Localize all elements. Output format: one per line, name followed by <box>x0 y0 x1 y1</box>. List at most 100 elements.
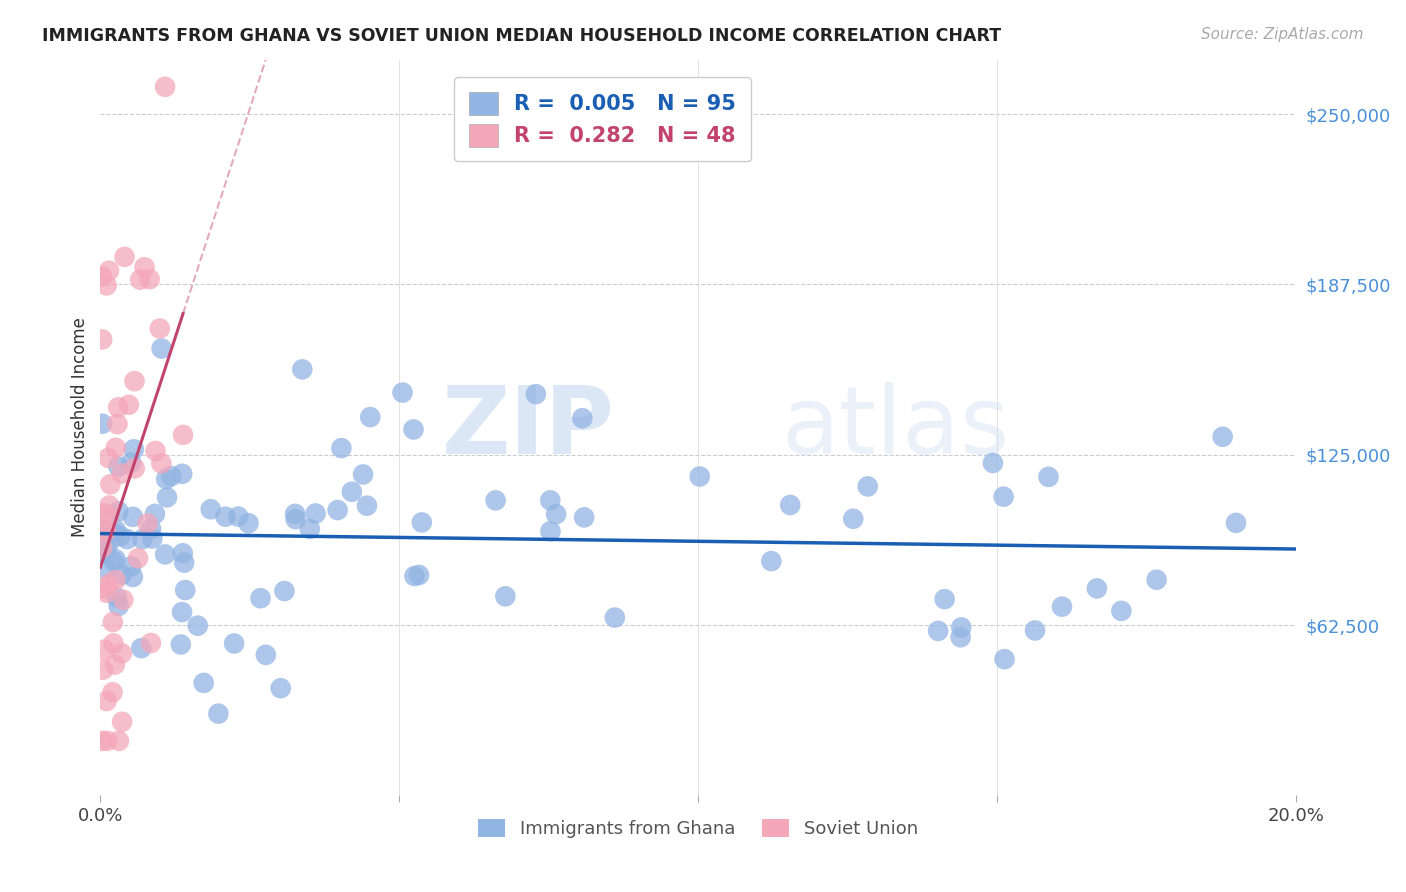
Point <box>291 362 314 376</box>
Point <box>391 385 413 400</box>
Point <box>91 333 114 347</box>
Point <box>124 461 146 475</box>
Point <box>91 734 114 748</box>
Point <box>122 442 145 457</box>
Point <box>150 456 173 470</box>
Point <box>934 592 956 607</box>
Point <box>96 694 118 708</box>
Point <box>356 499 378 513</box>
Point <box>105 591 128 605</box>
Point <box>141 532 163 546</box>
Point <box>93 506 115 520</box>
Point <box>115 532 138 546</box>
Point <box>226 509 249 524</box>
Point <box>761 554 783 568</box>
Point <box>540 524 562 539</box>
Point <box>200 502 222 516</box>
Point <box>484 493 506 508</box>
Point <box>538 493 561 508</box>
Point <box>138 272 160 286</box>
Point <box>207 706 229 721</box>
Point <box>96 585 118 599</box>
Point <box>174 583 197 598</box>
Point <box>172 546 194 560</box>
Point <box>93 582 115 596</box>
Point <box>273 584 295 599</box>
Point <box>103 636 125 650</box>
Point <box>108 734 131 748</box>
Point <box>284 512 307 526</box>
Point <box>143 507 166 521</box>
Point <box>94 523 117 537</box>
Point <box>98 264 121 278</box>
Point <box>104 552 127 566</box>
Point <box>155 472 177 486</box>
Point <box>101 685 124 699</box>
Text: Source: ZipAtlas.com: Source: ZipAtlas.com <box>1201 27 1364 42</box>
Point <box>104 657 127 672</box>
Point <box>107 599 129 613</box>
Point <box>91 663 114 677</box>
Point <box>149 321 172 335</box>
Point <box>110 529 132 543</box>
Point <box>950 620 973 634</box>
Point <box>107 459 129 474</box>
Point <box>114 250 136 264</box>
Point <box>98 535 121 549</box>
Point <box>842 512 865 526</box>
Point <box>91 541 114 555</box>
Point <box>104 573 127 587</box>
Point <box>402 422 425 436</box>
Point <box>1085 582 1108 596</box>
Point <box>1111 604 1133 618</box>
Point <box>1225 516 1247 530</box>
Point <box>101 524 124 539</box>
Point <box>120 559 142 574</box>
Point <box>603 610 626 624</box>
Point <box>326 503 349 517</box>
Point <box>1212 430 1234 444</box>
Point <box>107 401 129 415</box>
Point <box>93 561 115 575</box>
Point <box>352 467 374 482</box>
Point <box>118 398 141 412</box>
Point <box>96 734 118 748</box>
Point <box>93 544 115 558</box>
Point <box>134 260 156 275</box>
Point <box>214 509 236 524</box>
Point <box>170 605 193 619</box>
Point <box>104 523 127 537</box>
Point <box>122 570 145 584</box>
Point <box>127 551 149 566</box>
Point <box>111 567 134 582</box>
Point <box>150 342 173 356</box>
Point <box>96 541 118 556</box>
Point <box>993 490 1015 504</box>
Point <box>124 374 146 388</box>
Point <box>546 507 568 521</box>
Point <box>170 638 193 652</box>
Point <box>927 624 949 638</box>
Point <box>129 641 152 656</box>
Point <box>284 507 307 521</box>
Point <box>1038 470 1060 484</box>
Point <box>111 646 134 660</box>
Point <box>120 456 142 470</box>
Point <box>1050 599 1073 614</box>
Point <box>112 592 135 607</box>
Point <box>494 589 516 603</box>
Point <box>404 569 426 583</box>
Point <box>145 444 167 458</box>
Point <box>139 636 162 650</box>
Point <box>173 556 195 570</box>
Point <box>572 510 595 524</box>
Point <box>949 630 972 644</box>
Point <box>1146 573 1168 587</box>
Point <box>160 469 183 483</box>
Point <box>330 441 353 455</box>
Point <box>298 522 321 536</box>
Point <box>111 714 134 729</box>
Point <box>993 652 1015 666</box>
Text: IMMIGRANTS FROM GHANA VS SOVIET UNION MEDIAN HOUSEHOLD INCOME CORRELATION CHART: IMMIGRANTS FROM GHANA VS SOVIET UNION ME… <box>42 27 1001 45</box>
Point <box>359 410 381 425</box>
